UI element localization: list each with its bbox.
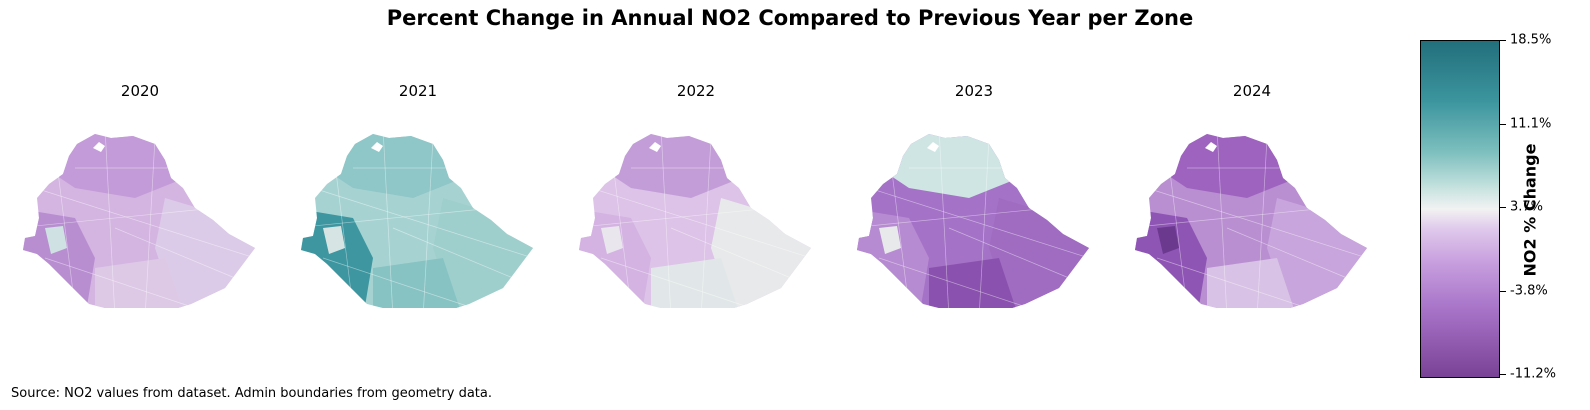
panel-title: 2024 — [1232, 82, 1272, 100]
zone-region-south — [651, 258, 741, 308]
ethiopia-zone-map — [857, 134, 1089, 308]
panel-title: 2022 — [676, 82, 716, 100]
zone-region-north — [601, 134, 741, 198]
chart-title: Percent Change in Annual NO2 Compared to… — [386, 6, 1194, 30]
zone-region-north — [323, 134, 463, 198]
zone-region-south — [373, 258, 463, 308]
ethiopia-zone-map — [301, 134, 533, 308]
zone-region-north — [45, 134, 185, 198]
map-panel-2021: 2021 — [293, 78, 543, 308]
zone-region-south — [929, 258, 1019, 308]
panel-title: 2021 — [398, 82, 438, 100]
ethiopia-zone-map — [1135, 134, 1367, 308]
colorbar-tick — [1500, 291, 1506, 292]
lake-icon — [649, 142, 661, 152]
map-panel-2024: 2024 — [1127, 78, 1377, 308]
zone-region-accent — [45, 226, 67, 254]
zone-region-accent — [1157, 226, 1179, 254]
map-panel-2023: 2023 — [849, 78, 1099, 308]
lake-icon — [1205, 142, 1217, 152]
panel-title: 2020 — [120, 82, 160, 100]
colorbar-tick — [1500, 124, 1506, 125]
colorbar-tick-label: -3.8% — [1510, 283, 1548, 299]
lake-icon — [371, 142, 383, 152]
colorbar-tick-label: 3.7% — [1510, 199, 1544, 215]
colorbar-tick — [1500, 207, 1506, 208]
zone-region-north — [879, 134, 1019, 198]
lake-icon — [927, 142, 939, 152]
colorbar-tick-label: -11.2% — [1510, 366, 1556, 382]
zone-region-south — [1207, 258, 1297, 308]
zone-region-south — [95, 258, 185, 308]
ethiopia-zone-map — [579, 134, 811, 308]
ethiopia-zone-map — [23, 134, 255, 308]
panel-title: 2023 — [954, 82, 994, 100]
colorbar: 18.5% 11.1% 3.7% -3.8% -11.2% — [1420, 33, 1556, 382]
lake-icon — [93, 142, 105, 152]
zone-region-accent — [601, 226, 623, 254]
colorbar-label: NO2 % Change — [1520, 143, 1540, 277]
colorbar-tick — [1500, 374, 1506, 375]
map-panel-2020: 2020 — [15, 78, 265, 308]
zone-region-north — [1157, 134, 1297, 198]
map-panel-2022: 2022 — [571, 78, 821, 308]
zone-region-accent — [879, 226, 901, 254]
colorbar-tick-label: 11.1% — [1510, 116, 1552, 132]
colorbar-tick — [1500, 40, 1506, 41]
colorbar-tick-label: 18.5% — [1510, 32, 1552, 48]
colorbar-gradient — [1420, 40, 1500, 378]
zone-region-accent — [323, 226, 345, 254]
source-note: Source: NO2 values from dataset. Admin b… — [11, 386, 492, 401]
